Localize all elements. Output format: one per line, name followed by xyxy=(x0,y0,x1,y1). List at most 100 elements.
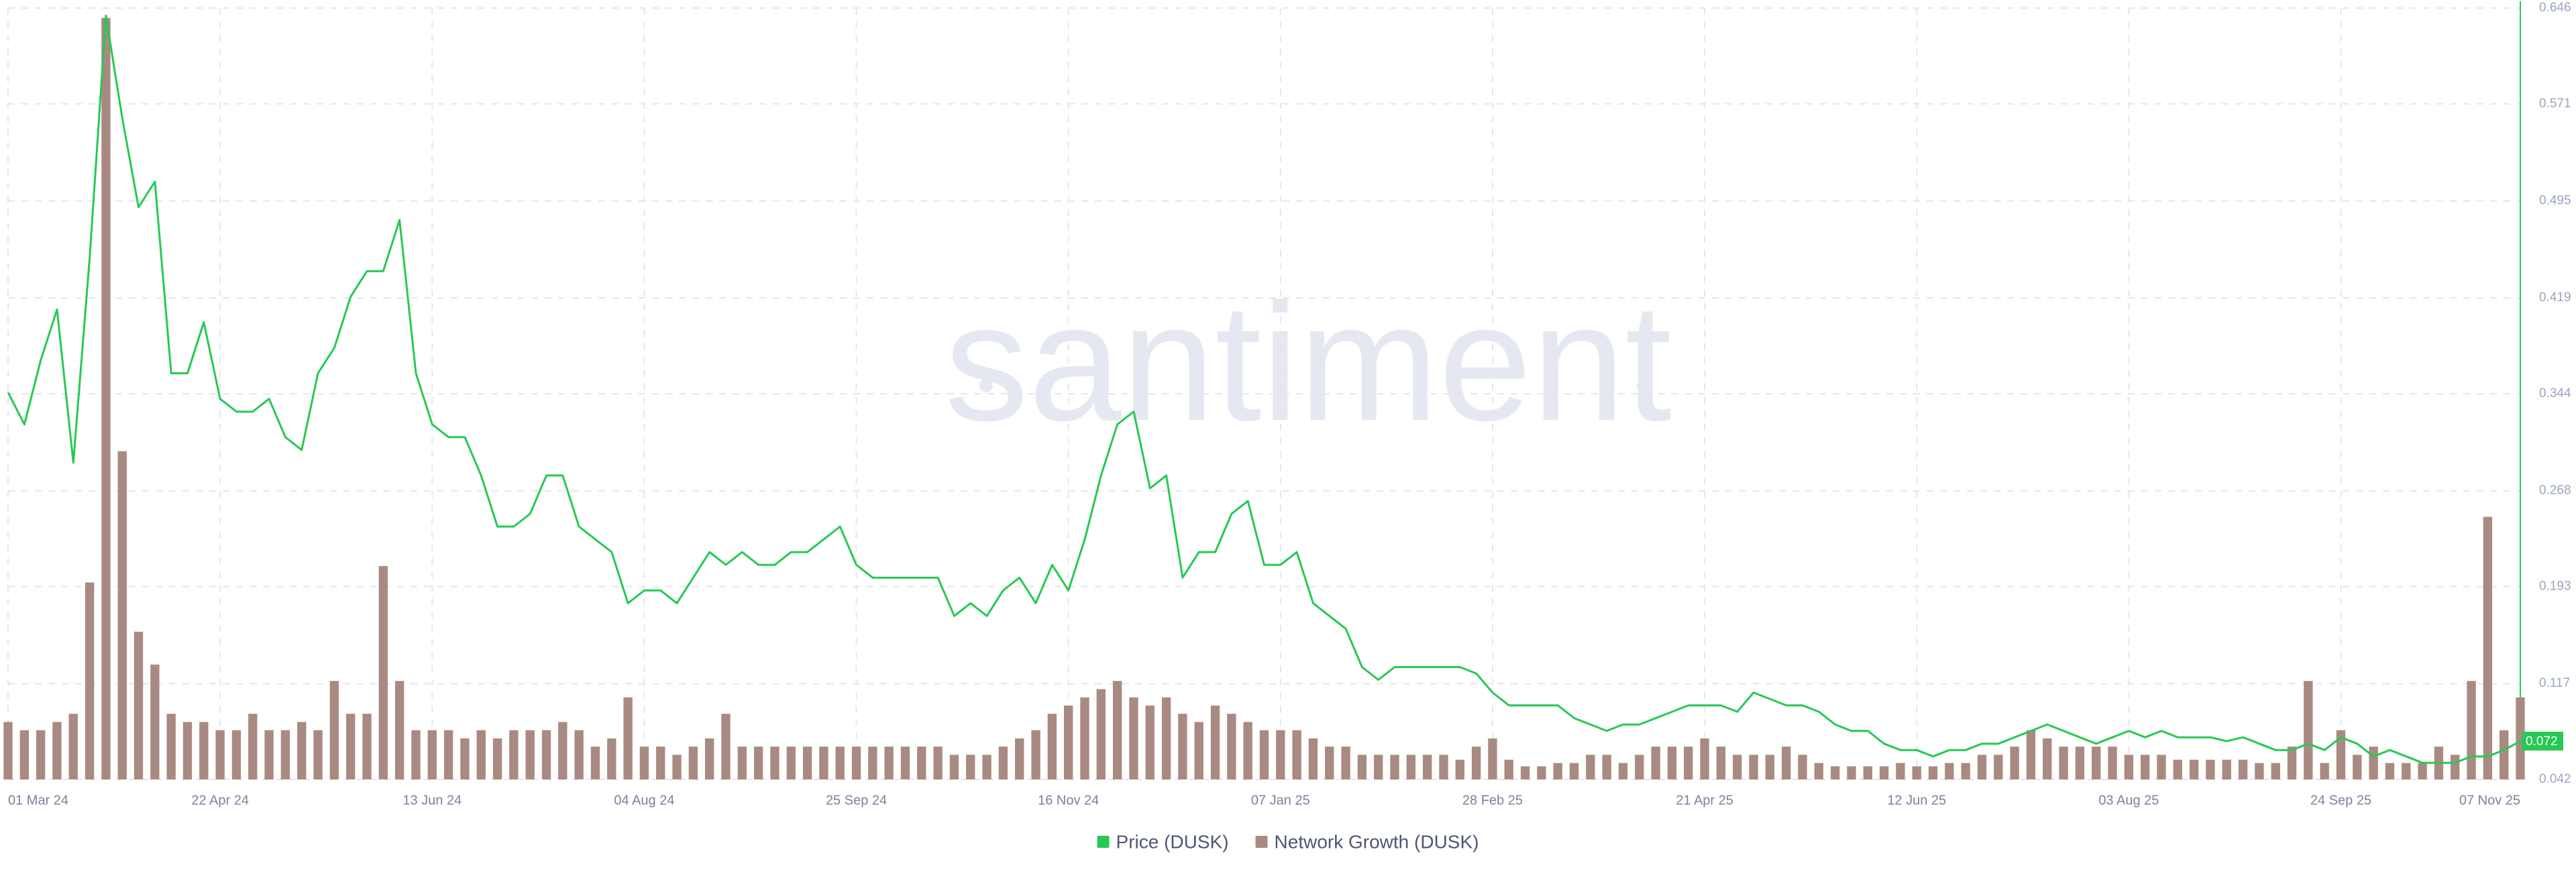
bar xyxy=(509,730,519,779)
bar xyxy=(2189,759,2199,779)
bar xyxy=(297,722,307,779)
bar xyxy=(36,730,46,779)
bar xyxy=(1912,766,1921,779)
x-tick-label: 28 Feb 25 xyxy=(1462,793,1523,808)
bar xyxy=(1700,738,1709,779)
bar xyxy=(525,730,535,779)
bar xyxy=(2353,755,2362,779)
bar xyxy=(1977,755,1987,779)
y-tick-label: 0.571 xyxy=(2539,97,2571,111)
bar xyxy=(1063,705,1073,779)
bar xyxy=(917,747,926,779)
bar xyxy=(2336,730,2346,779)
bar xyxy=(264,730,274,779)
bar xyxy=(753,747,763,779)
bar xyxy=(1651,747,1660,779)
y-tick-label: 0.646 xyxy=(2539,1,2571,15)
bar xyxy=(68,714,78,779)
y-tick-label: 0.117 xyxy=(2539,676,2570,690)
bar xyxy=(1961,763,1970,779)
bar xyxy=(1227,714,1236,779)
bar xyxy=(411,730,421,779)
bar xyxy=(1308,738,1318,779)
bar xyxy=(2222,759,2231,779)
bar xyxy=(1618,763,1628,779)
bar xyxy=(1520,766,1530,779)
bar xyxy=(1015,738,1024,779)
bar xyxy=(52,722,62,779)
bar xyxy=(3,722,13,779)
bar xyxy=(394,681,405,779)
bar xyxy=(427,730,437,779)
bar xyxy=(1471,747,1481,779)
bar xyxy=(2499,730,2509,779)
bar xyxy=(1798,755,1807,779)
bar xyxy=(541,730,551,779)
bar xyxy=(623,697,633,779)
current-value-label: 0.072 xyxy=(2526,734,2558,749)
bar xyxy=(1080,697,1089,779)
bar xyxy=(2140,755,2150,779)
bar xyxy=(819,747,828,779)
x-tick-label: 13 Jun 24 xyxy=(402,793,462,808)
bar xyxy=(2418,763,2427,779)
bar xyxy=(1357,755,1367,779)
bar xyxy=(2467,681,2476,779)
bar xyxy=(2255,763,2264,779)
bar xyxy=(2238,759,2248,779)
bar xyxy=(1684,747,1693,779)
bar xyxy=(1455,759,1465,779)
bar xyxy=(884,747,894,779)
legend: Price (DUSK) Network Growth (DUSK) xyxy=(1097,831,1479,852)
bar xyxy=(639,747,649,779)
bar xyxy=(1129,697,1138,779)
bar xyxy=(1765,755,1775,779)
bar xyxy=(1047,714,1057,779)
bar xyxy=(1145,705,1155,779)
bar xyxy=(1276,730,1285,779)
bar xyxy=(2059,747,2068,779)
y-tick-label: 0.042 xyxy=(2539,772,2571,786)
bar xyxy=(1031,730,1040,779)
bar xyxy=(1830,766,1840,779)
bar xyxy=(2483,516,2493,779)
bar xyxy=(966,755,975,779)
bar xyxy=(998,747,1008,779)
x-tick-label: 16 Nov 24 xyxy=(1038,793,1099,808)
bar xyxy=(215,730,225,779)
bar xyxy=(1243,722,1252,779)
bar xyxy=(1716,747,1726,779)
bar xyxy=(704,738,714,779)
y-tick-label: 0.193 xyxy=(2539,580,2571,594)
bar xyxy=(2516,697,2525,779)
bar xyxy=(574,730,584,779)
bar xyxy=(1096,689,1106,779)
bar xyxy=(1896,763,1905,779)
bar xyxy=(2287,747,2297,779)
y-tick-label: 0.268 xyxy=(2539,484,2571,498)
bar xyxy=(2124,755,2134,779)
bar xyxy=(1422,755,1432,779)
x-tick-label: 25 Sep 24 xyxy=(826,793,887,808)
bar xyxy=(770,747,780,779)
bar xyxy=(558,722,568,779)
x-tick-label: 12 Jun 25 xyxy=(1887,793,1946,808)
bar xyxy=(329,681,339,779)
bar xyxy=(672,755,682,779)
bar xyxy=(1945,763,1954,779)
bar xyxy=(737,747,747,779)
bar xyxy=(313,730,323,779)
bar xyxy=(280,730,290,779)
bar xyxy=(2010,747,2019,779)
y-tick-label: 0.344 xyxy=(2539,386,2571,400)
bar xyxy=(607,738,616,779)
bar xyxy=(2385,763,2395,779)
bar xyxy=(1194,722,1203,779)
x-tick-label: 07 Nov 25 xyxy=(2459,793,2520,808)
bar xyxy=(1749,755,1758,779)
bar xyxy=(1994,755,2003,779)
watermark-dot xyxy=(979,379,993,392)
bar xyxy=(1667,747,1677,779)
bar xyxy=(1406,755,1416,779)
